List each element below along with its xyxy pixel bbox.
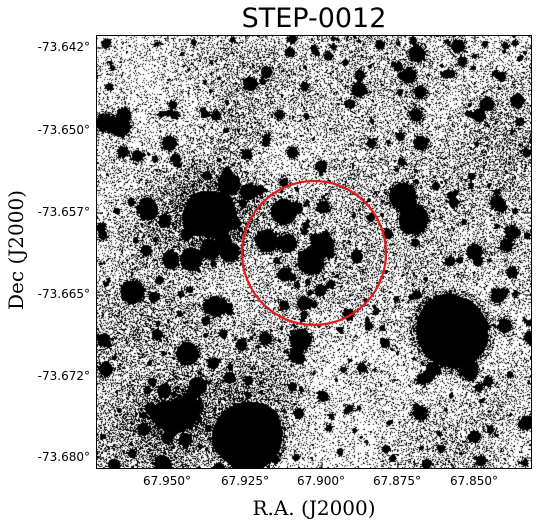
plot-title: STEP-0012	[241, 3, 387, 34]
overlay-layer	[97, 36, 531, 468]
y-tick-label: -73.657°	[37, 205, 90, 219]
y-tick-label: -73.665°	[37, 287, 90, 301]
x-tick-label: 67.950°	[143, 474, 191, 488]
y-tick-label: -73.672°	[37, 369, 90, 383]
x-axis-label: R.A. (J2000)	[252, 496, 376, 520]
y-tick-label: -73.650°	[37, 123, 90, 137]
x-tick-label: 67.900°	[297, 474, 345, 488]
sky-image	[97, 36, 531, 468]
y-tick-label: -73.642°	[37, 40, 90, 54]
y-tick-label: -73.680°	[37, 450, 90, 464]
x-tick-label: 67.850°	[450, 474, 498, 488]
y-axis-label: Dec (J2000)	[4, 190, 28, 310]
x-tick-label: 67.925°	[221, 474, 269, 488]
sky-image-frame	[96, 35, 532, 469]
x-tick-label: 67.875°	[373, 474, 421, 488]
tick-marks	[97, 36, 531, 468]
target-circle-marker	[240, 179, 388, 327]
